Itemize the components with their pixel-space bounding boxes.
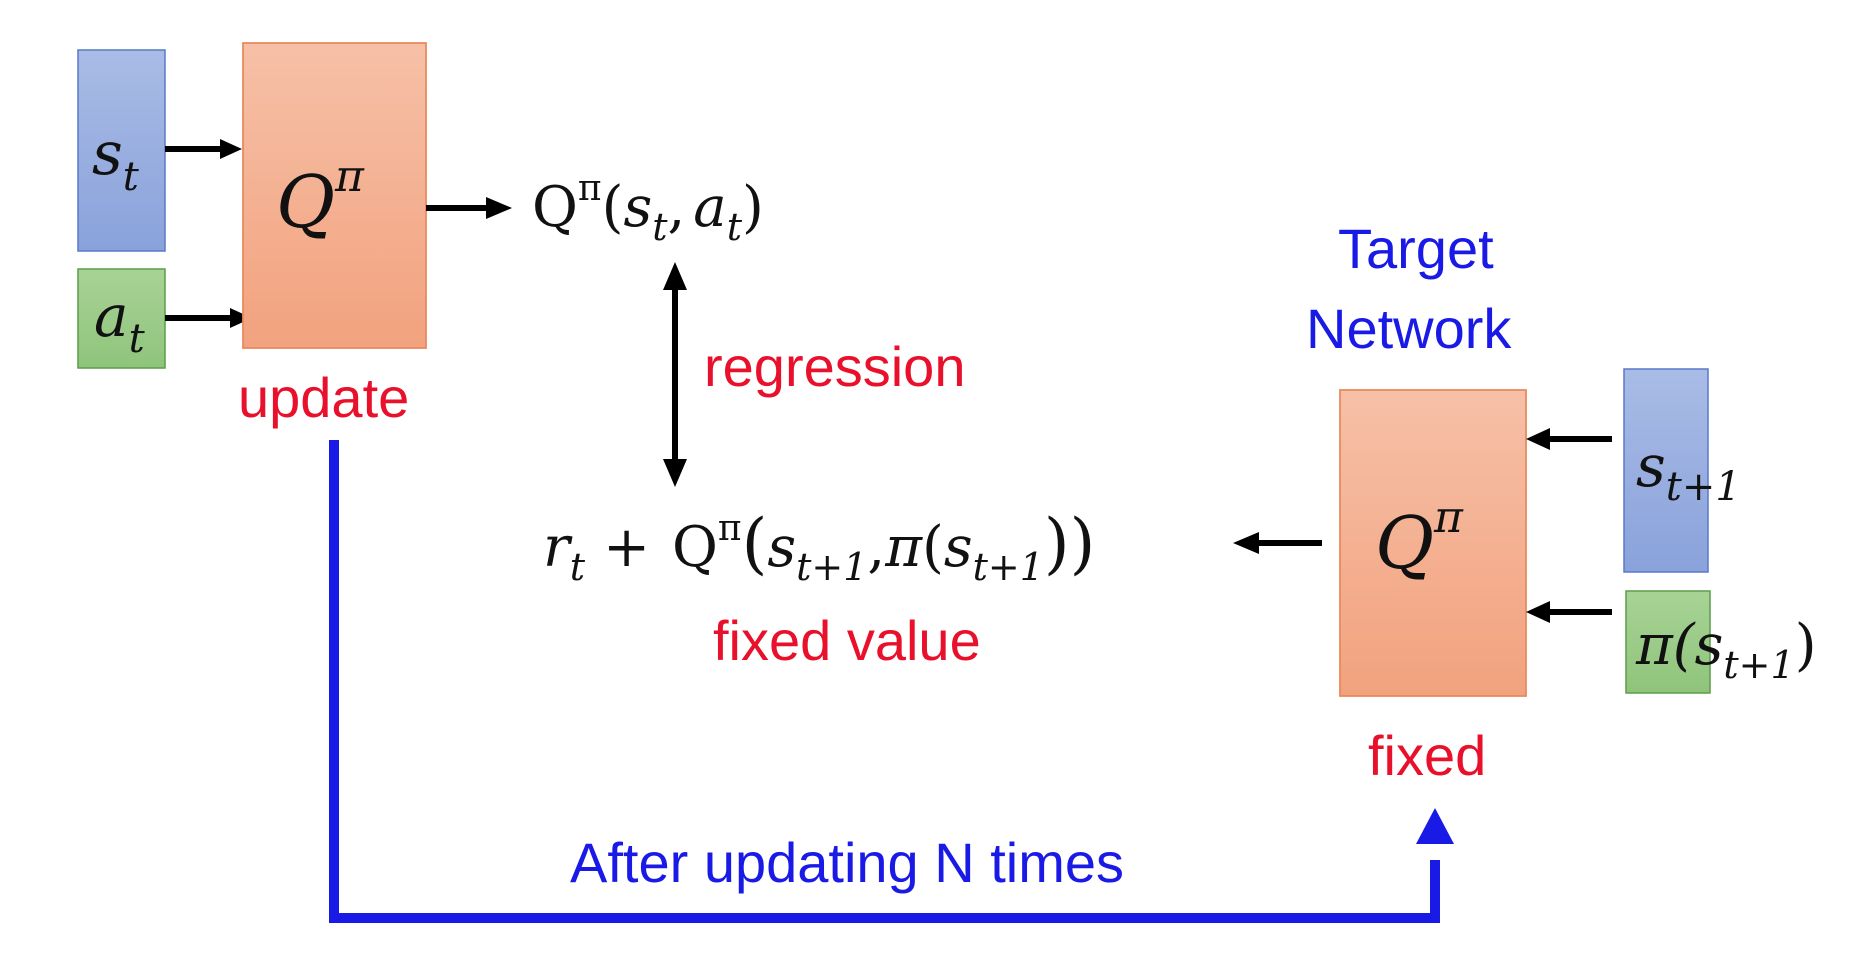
sync-label: After updating N times — [570, 831, 1124, 894]
policy-action-input-label: π(st+1) — [1635, 613, 1817, 687]
fixed-value-label: fixed value — [713, 609, 981, 672]
regression-double-arrow — [663, 262, 687, 487]
target-network-title-line2: Network — [1306, 297, 1512, 360]
target-q-network-box — [1339, 389, 1527, 697]
target-q-network-label: Qπ — [1375, 492, 1464, 585]
state-to-network-arrow — [165, 139, 242, 159]
target-network-title-line1: Target — [1338, 217, 1494, 280]
online-q-network-label: Qπ — [276, 151, 365, 244]
next-state-input-box — [1623, 368, 1709, 573]
fixed-label: fixed — [1368, 724, 1486, 787]
next-state-input-label: st+1 — [1636, 432, 1741, 510]
state-input-label: st — [92, 119, 140, 200]
state-input-box — [77, 49, 166, 252]
action-input-label: at — [94, 282, 146, 362]
policy-action-input-box — [1625, 590, 1711, 694]
network-to-output-arrow — [426, 197, 512, 219]
online-q-value: Qπ(st, at) — [532, 168, 764, 249]
sync-weights-arrow — [329, 440, 1454, 923]
target-expression: rt + Qπ(st+1,π(st+1)) — [543, 505, 1095, 589]
policy-action-to-target-arrow — [1526, 601, 1612, 623]
action-to-network-arrow — [165, 308, 252, 328]
regression-label: regression — [704, 335, 965, 398]
online-q-network-box — [242, 42, 427, 349]
target-to-expression-arrow — [1233, 532, 1322, 554]
update-label: update — [238, 366, 409, 429]
next-state-to-target-arrow — [1526, 428, 1612, 450]
